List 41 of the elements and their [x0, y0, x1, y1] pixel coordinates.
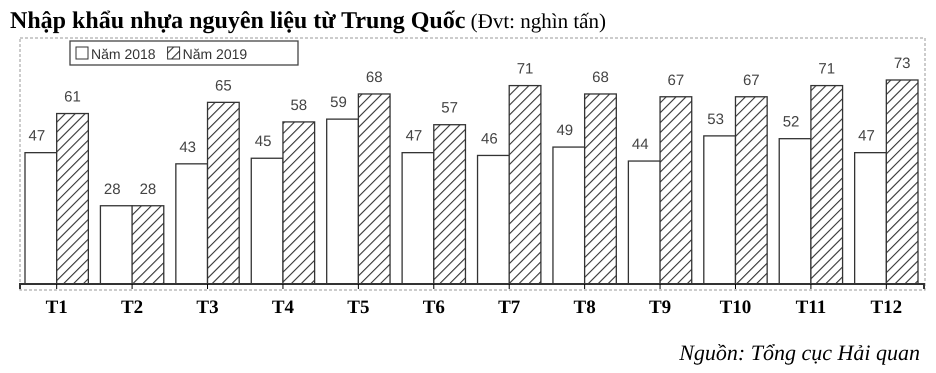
data-label: 65	[215, 77, 232, 94]
data-label: 71	[818, 60, 836, 78]
data-label: 71	[516, 60, 534, 78]
x-tick-label: T8	[574, 296, 596, 318]
data-label: 44	[632, 136, 649, 154]
data-label: 67	[742, 72, 760, 89]
data-label: 68	[366, 68, 383, 86]
x-tick-label: T10	[720, 296, 752, 318]
x-tick-label: T6	[422, 296, 445, 318]
data-label: 43	[179, 138, 196, 156]
data-label: 47	[858, 128, 875, 145]
data-label: 46	[481, 130, 498, 148]
x-tick-label: T4	[272, 296, 295, 318]
data-label: 67	[668, 72, 684, 89]
x-tick-label: T12	[870, 296, 902, 318]
chart-title: Nhập khẩu nhựa nguyên liệu từ Trung Quốc	[10, 8, 466, 34]
legend-label: Năm 2019	[182, 46, 248, 62]
data-label: 52	[782, 114, 800, 131]
data-label: 61	[64, 88, 81, 106]
data-label: 58	[290, 96, 308, 114]
data-label: 47	[406, 128, 422, 145]
x-tick-label: T2	[121, 296, 144, 318]
data-label: 53	[707, 110, 724, 128]
data-label: 73	[894, 55, 911, 72]
x-tick-label: T5	[347, 296, 370, 318]
x-tick-label: T11	[796, 296, 826, 318]
text: Nguồn: Tổng cục Hải quan	[678, 340, 920, 365]
data-label: 47	[28, 128, 46, 145]
data-label: 28	[104, 180, 121, 198]
x-tick-label: T3	[196, 296, 219, 318]
data-label: 59	[330, 94, 347, 112]
x-tick-label: T1	[46, 296, 68, 318]
data-label: 57	[441, 100, 458, 117]
data-label: 49	[556, 122, 574, 140]
data-label: 45	[254, 133, 272, 150]
x-tick-label: T7	[498, 296, 521, 318]
data-label: 68	[592, 68, 609, 86]
chart-subtitle: (Đvt: nghìn tấn)	[465, 9, 606, 33]
x-tick-label: T9	[648, 296, 672, 318]
legend-label: Năm 2018	[91, 46, 156, 62]
data-label: 28	[140, 180, 156, 198]
